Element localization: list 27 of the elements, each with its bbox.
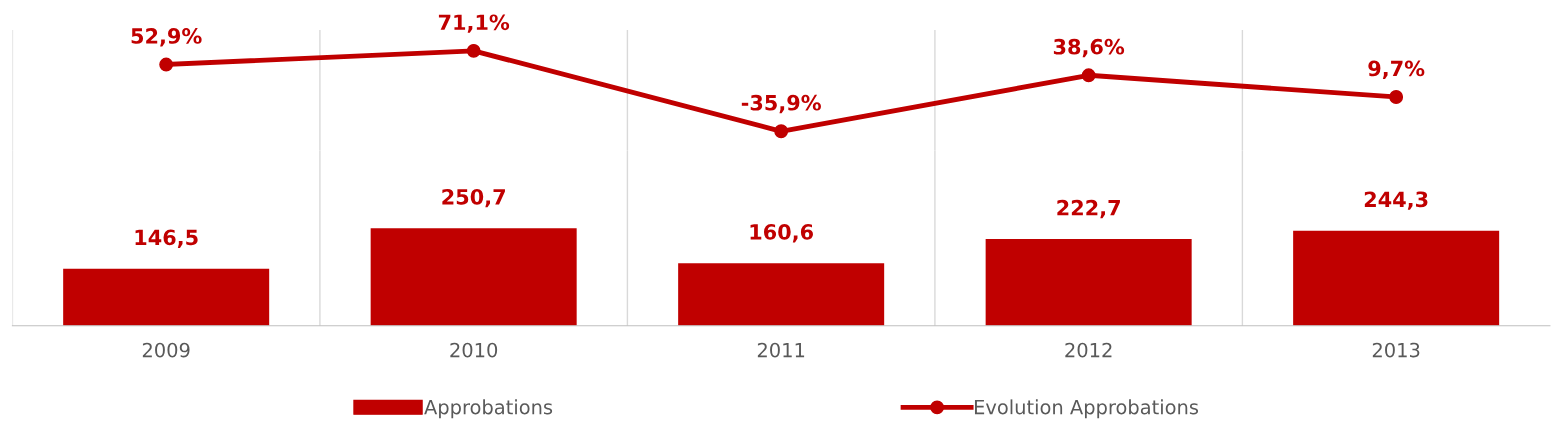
data-label: 38,6%: [1053, 38, 1125, 58]
x-tick-label: 2010: [450, 342, 498, 358]
data-label: 9,7%: [1368, 60, 1425, 79]
bar: [370, 228, 577, 326]
x-tick-label: 2012: [1065, 342, 1112, 358]
point: [1081, 68, 1096, 83]
data-label: 160,6: [750, 224, 813, 243]
data-label: 222,7: [1057, 199, 1120, 219]
point: [159, 57, 174, 72]
data-label: 52,9%: [131, 28, 202, 47]
data-label: 146,5: [135, 229, 198, 248]
legend-label: Approbations: [424, 399, 553, 419]
data-label: -35,9%: [741, 94, 821, 114]
data-label: 71,1%: [438, 14, 510, 33]
point: [774, 124, 789, 139]
x-tick-label: 2013: [1372, 342, 1420, 358]
legend-label: Evolution Approbations: [974, 399, 1199, 419]
point: [1389, 90, 1404, 104]
bar: [985, 239, 1192, 326]
bar: [1293, 230, 1500, 326]
data-label: 250,7: [442, 188, 505, 208]
point: [466, 43, 481, 58]
x-tick-label: 2011: [757, 342, 805, 358]
data-label: 244,3: [1364, 191, 1428, 210]
bar: [678, 263, 885, 326]
x-tick-label: 2009: [142, 342, 190, 358]
bar: [63, 268, 270, 326]
